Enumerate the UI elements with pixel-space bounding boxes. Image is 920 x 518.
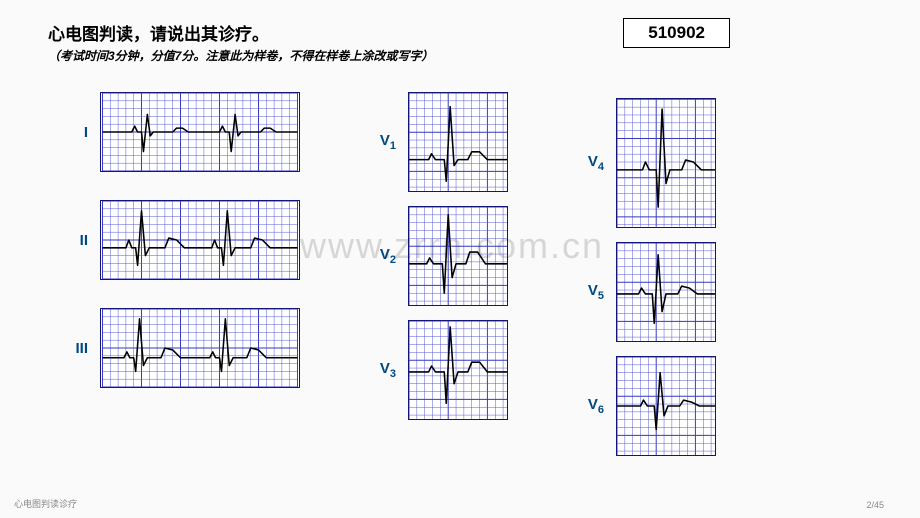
lead-V6-row: V6 [578,356,716,456]
lead-label-V2: V2 [370,246,396,266]
lead-V5-row: V5 [578,242,716,342]
lead-I-row: I [62,92,300,172]
lead-label-V4: V4 [578,153,604,173]
lead-label-I: I [62,124,88,141]
lead-V1-row: V1 [370,92,508,192]
lead-III-row: III [62,308,300,388]
lead-label-V5: V5 [578,282,604,302]
code-box: 510902 [623,18,730,48]
lead-II-row: II [62,200,300,280]
lead-label-II: II [62,232,88,249]
ecg-V6 [616,356,716,456]
lead-label-III: III [62,340,88,357]
page-subtitle: （考试时间3分钟，分值7分。注意此为样卷，不得在样卷上涂改或写字） [48,47,920,64]
ecg-grid: I II III V1 V2 V3 V4 V5 [0,64,920,456]
ecg-V2 [408,206,508,306]
lead-label-V1: V1 [370,132,396,152]
ecg-V1 [408,92,508,192]
ecg-II [100,200,300,280]
lead-V4-row: V4 [578,98,716,228]
ecg-V4 [616,98,716,228]
ecg-I [100,92,300,172]
footer-left: 心电图判读诊疗 [14,497,77,510]
page-title: 心电图判读，请说出其诊疗。 [48,20,920,45]
ecg-V5 [616,242,716,342]
lead-label-V6: V6 [578,396,604,416]
lead-label-V3: V3 [370,360,396,380]
lead-V2-row: V2 [370,206,508,306]
lead-V3-row: V3 [370,320,508,420]
header: 心电图判读，请说出其诊疗。 （考试时间3分钟，分值7分。注意此为样卷，不得在样卷… [0,0,920,64]
ecg-V3 [408,320,508,420]
footer-right: 2/45 [866,500,884,510]
ecg-III [100,308,300,388]
